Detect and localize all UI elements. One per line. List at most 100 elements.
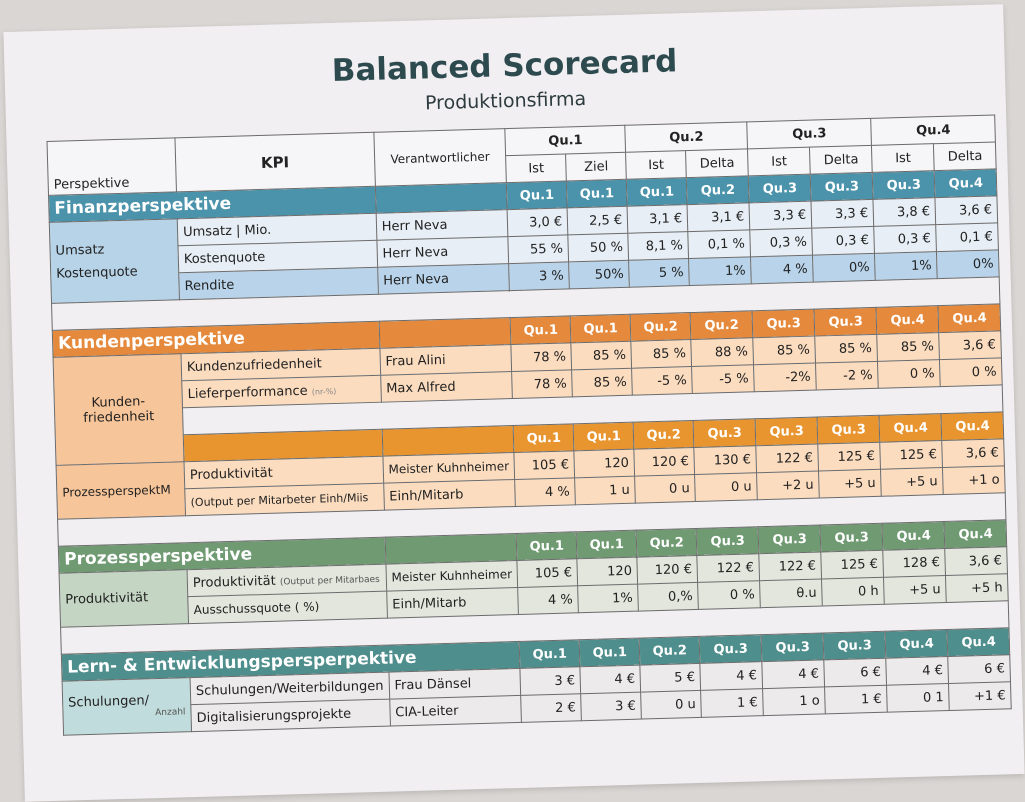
- kpi-note: (nr-%): [311, 386, 337, 397]
- band-label: Qu.1: [573, 422, 635, 451]
- header-q4: Qu.4: [870, 114, 996, 146]
- band-label: Qu.3: [693, 418, 757, 448]
- kpi-value: 0 %: [877, 359, 941, 389]
- band-label: Qu.1: [510, 315, 572, 345]
- kpi-value: 3,0 €: [507, 207, 569, 237]
- band-label: Qu.2: [690, 310, 754, 340]
- band-label: Qu.3: [872, 170, 936, 200]
- scorecard-table: Perspektive KPI Verantwortlicher Qu.1 Qu…: [47, 114, 1013, 736]
- kpi-owner: Meister Kuhnheimer: [385, 560, 518, 592]
- kpi-value: 125 €: [818, 442, 881, 472]
- header-q1: Qu.1: [505, 125, 626, 156]
- kpi-name: Digitalisierungsprojekte: [190, 699, 391, 732]
- category-line: friedenheit: [83, 408, 155, 426]
- kpi-value: 85 %: [876, 332, 940, 362]
- kpi-value: 4 %: [750, 255, 814, 284]
- band-label: Qu.1: [576, 530, 638, 559]
- kpi-value: 3 €: [520, 666, 581, 696]
- kpi-value: 0,3 %: [750, 228, 813, 257]
- subcol-header: Ist: [625, 150, 687, 180]
- lernen-category: Schulungen/ Anzahl: [62, 677, 192, 736]
- kpi-owner: Herr Neva: [376, 236, 509, 268]
- kpi-value: 2,5 €: [567, 206, 629, 235]
- kpi-value: 85 %: [571, 368, 633, 397]
- subcol-header: Ist: [871, 143, 935, 173]
- kpi-value: 6 €: [824, 658, 887, 687]
- finanz-band-blank: [375, 182, 508, 214]
- band-label: Qu.3: [823, 631, 887, 660]
- kpi-value: 1%: [874, 251, 938, 281]
- kpi-value: 0,3 €: [873, 224, 937, 254]
- prozess-category: Produktivität: [59, 569, 189, 628]
- kpi-owner: Max Alfred: [380, 371, 513, 403]
- kpi-value: 0,3 €: [811, 226, 875, 256]
- kpi-value: -5 %: [691, 364, 755, 394]
- kpi-value: 0 u: [640, 690, 702, 720]
- band-label: Qu.2: [633, 420, 695, 450]
- band-label: Qu.3: [758, 524, 822, 554]
- kpi-value: 0 1: [886, 683, 950, 713]
- kpi-value: +5 h: [945, 573, 1009, 603]
- kpi-value: 0 h: [821, 577, 885, 606]
- kpi-value: 105 €: [517, 558, 578, 588]
- band-label: Qu.4: [879, 413, 942, 443]
- subcol-header: Delta: [809, 145, 873, 175]
- kpi-value: 125 €: [821, 550, 884, 579]
- kpi-owner: Einh/Mitarb: [386, 587, 519, 619]
- band-label: Qu.3: [755, 417, 819, 446]
- band-label: Qu.4: [885, 629, 949, 659]
- band-label: Qu.2: [686, 175, 750, 205]
- header-verantwortlicher: Verantwortlicher: [373, 128, 507, 187]
- kpi-value: 4 €: [700, 661, 763, 691]
- band-label: Qu.2: [630, 312, 692, 342]
- kpi-name-text: Lieferperformance: [187, 383, 308, 402]
- kpi-value: -2 %: [815, 361, 879, 391]
- band-label: Qu.4: [882, 521, 945, 551]
- kpi-value: -2%: [753, 363, 817, 392]
- category-line: Kostenquote: [56, 264, 138, 282]
- kpi-owner: Herr Neva: [377, 263, 510, 295]
- band-label: Qu.1: [519, 639, 581, 669]
- subcol-header: Delta: [685, 148, 749, 178]
- band-label: Qu.4: [944, 519, 1007, 549]
- kpi-value: 1%: [688, 256, 752, 286]
- kpi-value: 0 u: [634, 474, 696, 504]
- kpi-value: 88 %: [691, 337, 754, 367]
- kpi-value: 4 %: [517, 585, 579, 615]
- kpi-value: 0 %: [697, 580, 761, 610]
- subcol-header: Delta: [933, 141, 997, 171]
- kpi-value: 105 €: [514, 450, 575, 480]
- kpi-value: 3 %: [508, 261, 570, 291]
- kpi-value: 5 %: [628, 258, 690, 288]
- kpi-value: +2 u: [756, 471, 820, 500]
- band-label: Qu.2: [639, 636, 701, 666]
- kunden-category: Kunden- friedenheit: [53, 353, 185, 466]
- kpi-value: 122 €: [759, 551, 822, 581]
- kpi-value: 3,6 €: [941, 438, 1005, 468]
- subcol-header: Ist: [747, 147, 811, 176]
- kpi-value: 3,3 €: [749, 201, 812, 230]
- kpi-owner: CIA-Leiter: [389, 695, 522, 727]
- kpi-value: +5 u: [818, 469, 882, 499]
- kpi-value: 50%: [568, 260, 630, 289]
- kpi-value: 3,6 €: [944, 546, 1008, 576]
- kpi-value: θ.u: [759, 578, 823, 608]
- kpi-value: 78 %: [511, 369, 573, 399]
- kpi-value: 1 o: [762, 686, 826, 716]
- kpi-value: 85 %: [753, 336, 816, 365]
- band-label: Qu.1: [506, 180, 568, 210]
- band-label: Qu.3: [699, 634, 763, 664]
- kpi-owner: Frau Alini: [379, 344, 512, 376]
- band-label: Qu.1: [566, 179, 628, 208]
- kpi-owner: Einh/Mitarb: [383, 479, 516, 511]
- header-perspektive: Perspektive: [47, 137, 177, 196]
- kpi-value: 6 €: [948, 654, 1011, 684]
- category-line: Umsatz: [55, 242, 105, 259]
- kpi-value: 3,3 €: [811, 199, 874, 229]
- kpi-value: 122 €: [756, 444, 819, 473]
- scorecard-sheet: Balanced Scorecard Produktionsfirma Pers…: [3, 4, 1025, 802]
- kpi-value: 4 %: [514, 477, 576, 507]
- kpi-owner: Meister Kuhnheimer: [382, 452, 515, 484]
- kpi-value: 125 €: [880, 440, 943, 470]
- kpi-value: 8,1 %: [628, 231, 689, 261]
